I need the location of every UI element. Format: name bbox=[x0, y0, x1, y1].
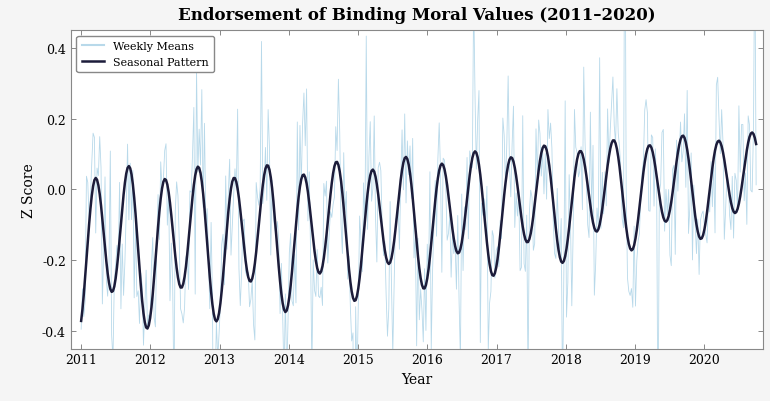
Title: Endorsement of Binding Moral Values (2011–2020): Endorsement of Binding Moral Values (201… bbox=[178, 7, 656, 24]
Y-axis label: Z Score: Z Score bbox=[22, 162, 36, 217]
Legend: Weekly Means, Seasonal Pattern: Weekly Means, Seasonal Pattern bbox=[76, 36, 214, 73]
X-axis label: Year: Year bbox=[401, 372, 433, 386]
